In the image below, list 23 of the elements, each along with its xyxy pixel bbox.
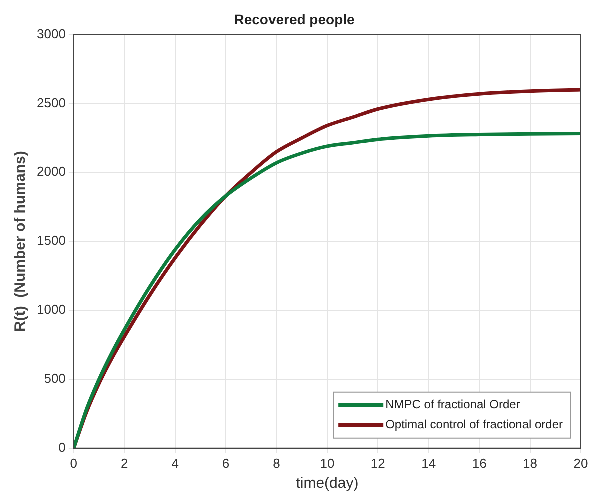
x-tick-label: 16 <box>472 456 487 471</box>
legend-label: Optimal control of fractional order <box>386 418 564 432</box>
y-tick-label: 3000 <box>37 26 66 42</box>
y-tick-label: 500 <box>44 371 66 386</box>
y-tick-label: 0 <box>58 440 66 455</box>
x-tick-label: 4 <box>172 456 179 471</box>
x-tick-label: 14 <box>422 456 436 471</box>
x-tick-label: 0 <box>70 456 78 471</box>
x-tick-label: 18 <box>523 456 538 471</box>
y-tick-label: 2500 <box>37 95 66 110</box>
x-axis-title: time(day) <box>296 475 359 492</box>
y-tick-label: 1000 <box>37 302 66 318</box>
legend-label: NMPC of fractional Order <box>386 398 520 412</box>
x-tick-label: 10 <box>320 456 335 471</box>
x-tick-label: 12 <box>370 456 386 471</box>
y-tick-label: 1500 <box>37 233 66 248</box>
chart-title: Recovered people <box>234 11 356 28</box>
x-tick-label: 2 <box>121 456 128 471</box>
x-tick-label: 8 <box>273 456 280 471</box>
x-tick-label: 6 <box>222 456 230 471</box>
x-tick-label: 20 <box>574 456 588 471</box>
y-axis-title: R(t) (Number of humans) <box>12 151 30 332</box>
y-tick-label: 2000 <box>37 164 66 180</box>
